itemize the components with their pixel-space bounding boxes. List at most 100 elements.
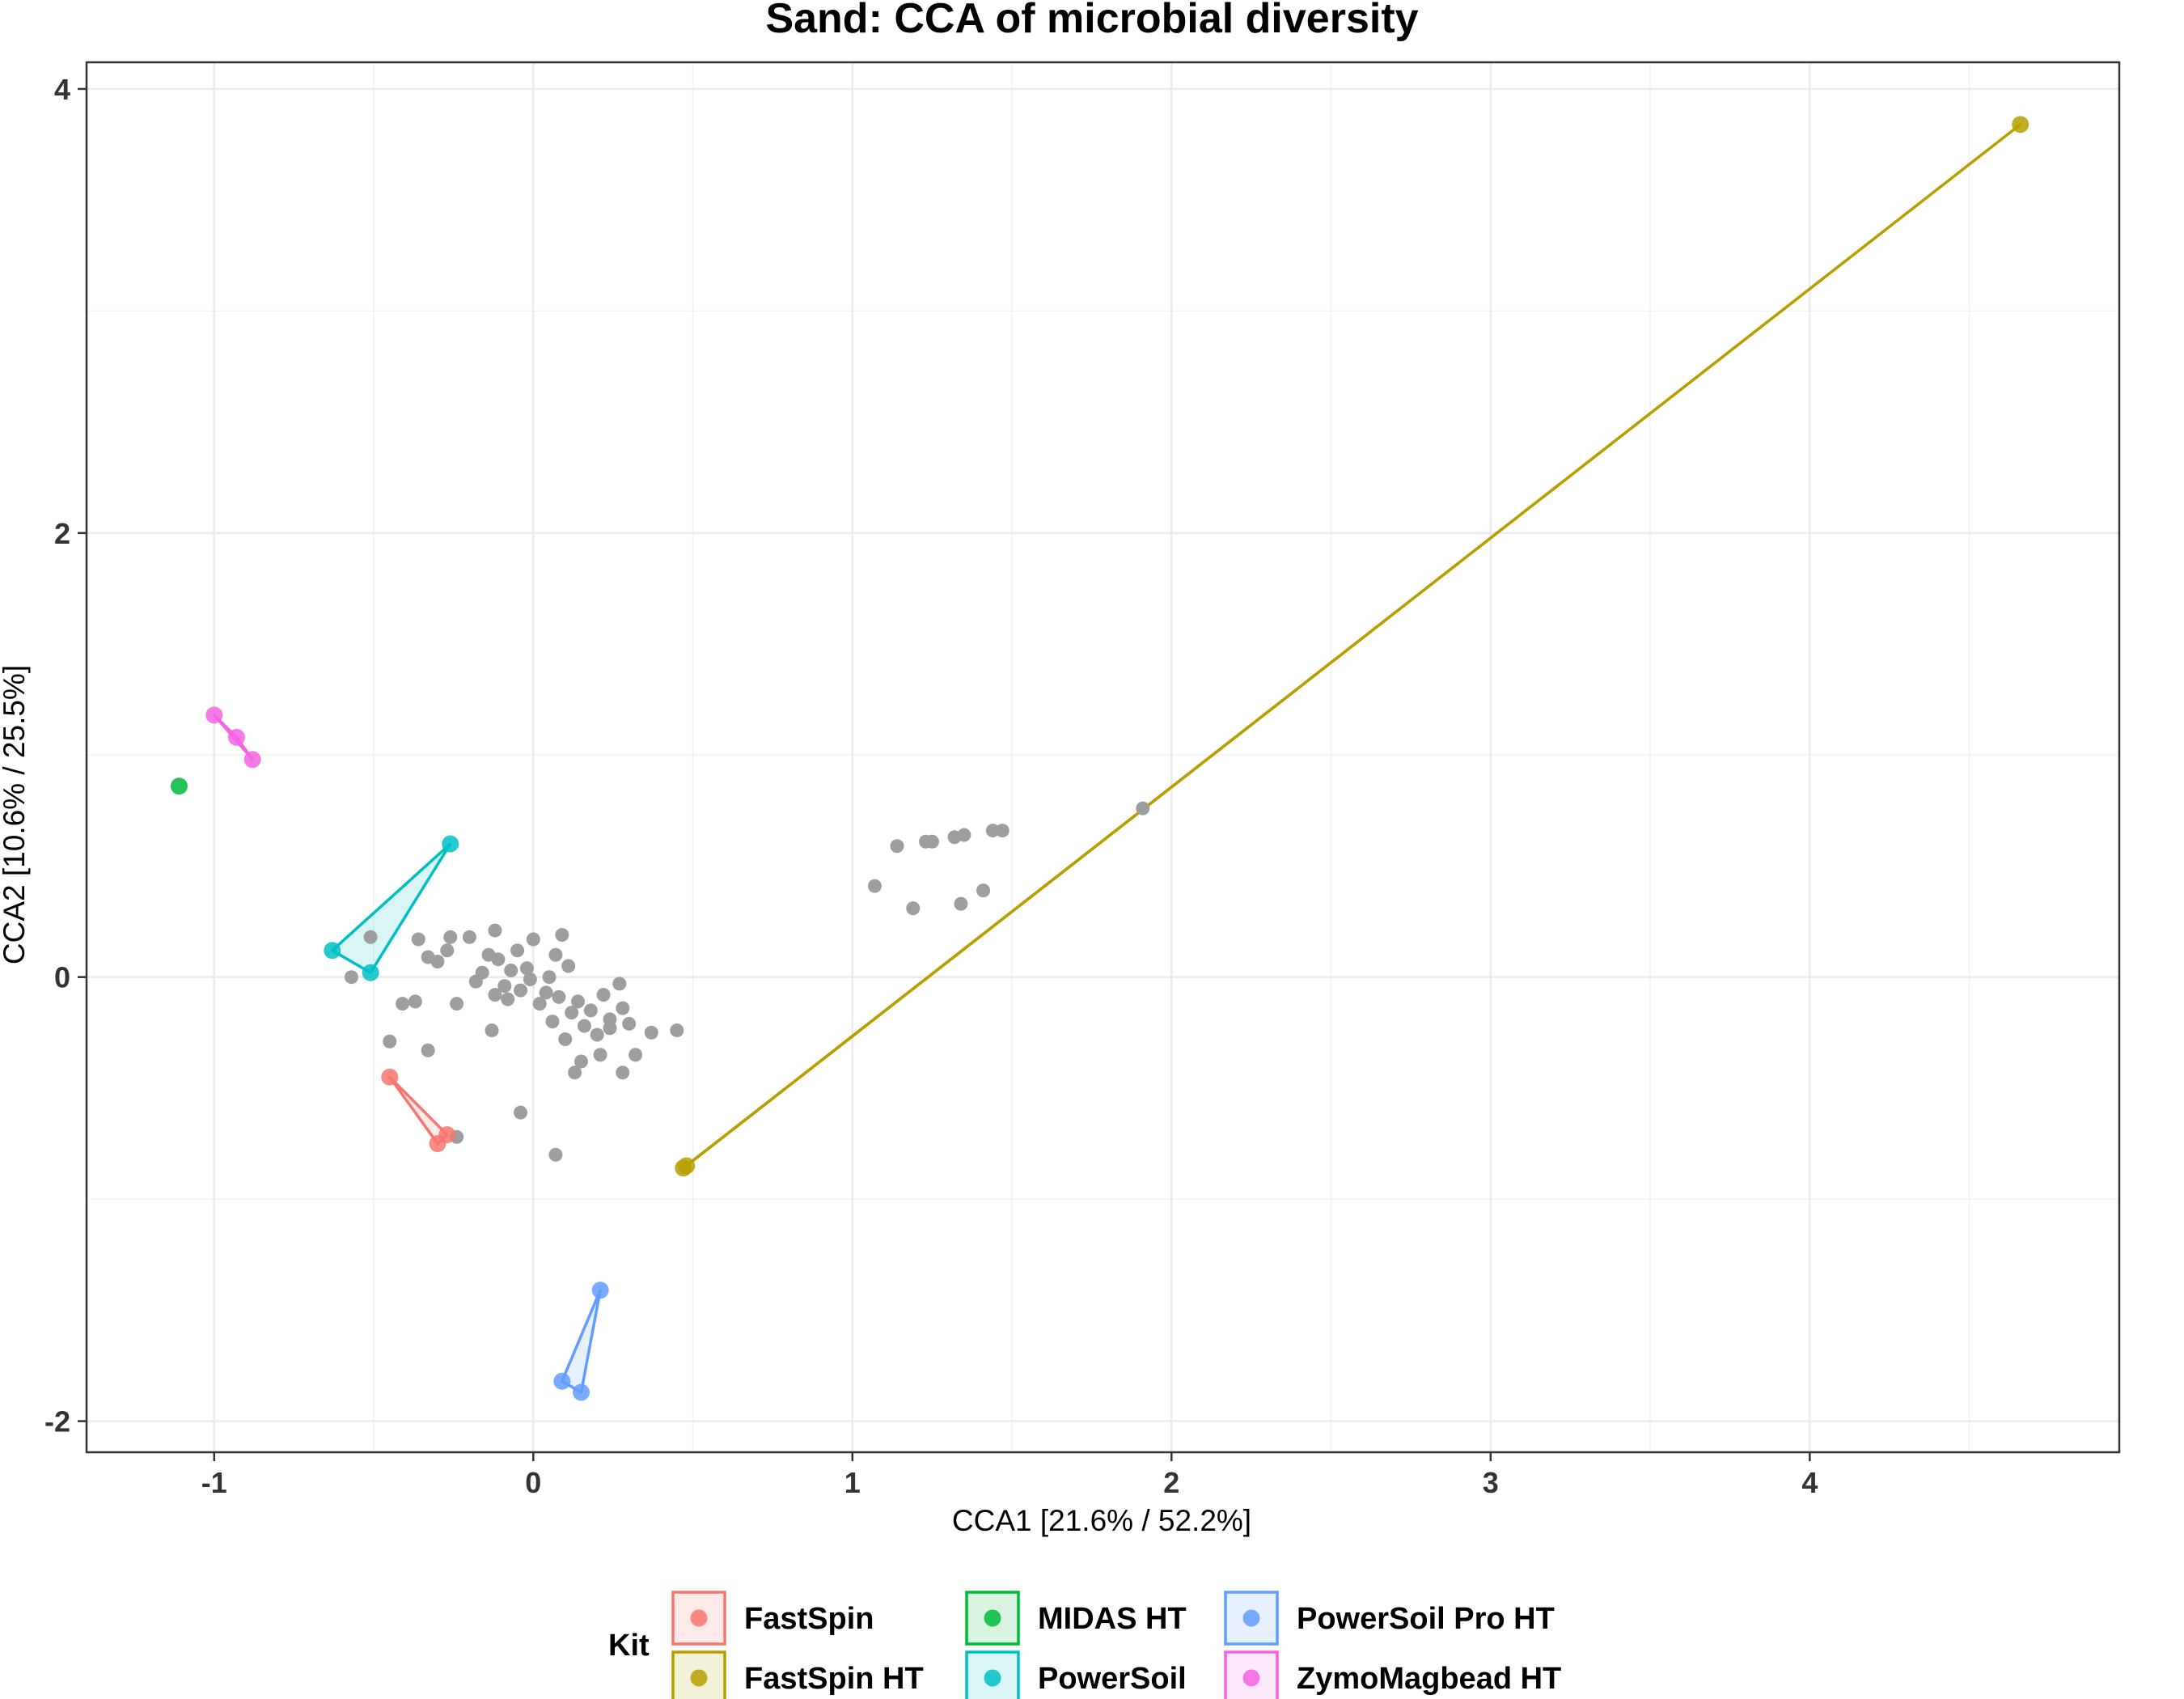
legend-swatch-point [984, 1609, 1001, 1627]
major-gridlines [87, 62, 2119, 1452]
y-tick-label: 0 [54, 961, 70, 994]
species-point [561, 959, 576, 973]
species-point [670, 1023, 684, 1038]
species-points [344, 801, 1150, 1162]
zymomagbead-ht-point [205, 706, 223, 724]
species-point [408, 994, 422, 1009]
legend-swatch-point [690, 1669, 708, 1687]
species-point [558, 1032, 573, 1047]
species-point [593, 1048, 607, 1062]
y-tick-label: 4 [54, 73, 70, 106]
legend-title: Kit [608, 1629, 650, 1663]
y-tick-label: -2 [44, 1405, 70, 1438]
fastspin-ht-point [2012, 116, 2030, 133]
y-axis-label: CCA2 [10.6% / 25.5%] [0, 665, 31, 964]
species-point [603, 1012, 617, 1027]
powersoil-point [362, 964, 379, 981]
powersoil-hull [331, 842, 452, 974]
legend-label-powersoil-pro-ht: PowerSoil Pro HT [1297, 1602, 1555, 1636]
species-point [995, 824, 1009, 838]
species-point [481, 947, 496, 962]
species-point [985, 824, 1000, 838]
legend-swatch-point [1242, 1609, 1260, 1627]
species-point [925, 834, 939, 849]
species-point [383, 1034, 397, 1049]
species-point [568, 1066, 582, 1080]
species-point [577, 1019, 591, 1033]
legend-label-fastspin: FastSpin [744, 1602, 874, 1636]
species-point [526, 932, 540, 947]
species-point [867, 879, 882, 893]
legend-key-fastspin-ht [671, 1650, 726, 1699]
species-point [539, 985, 553, 1000]
species-point [629, 1048, 643, 1062]
species-point [548, 1147, 563, 1162]
species-point [523, 972, 537, 986]
species-point [957, 828, 971, 842]
species-point [622, 1016, 637, 1031]
species-point [565, 1006, 579, 1020]
species-point [396, 997, 410, 1011]
x-tick-label: 2 [1163, 1466, 1179, 1499]
species-point [574, 1054, 588, 1069]
species-point [488, 988, 502, 1002]
species-point [616, 1001, 630, 1015]
powersoil-point [324, 942, 341, 960]
species-point [430, 954, 445, 968]
species-point [440, 943, 455, 958]
species-point [501, 992, 515, 1006]
fastspin-ht-point [678, 1157, 696, 1175]
species-point [421, 1043, 435, 1057]
legend-key-zymomagbead-ht [1224, 1650, 1279, 1699]
legend-key-powersoil [965, 1650, 1020, 1699]
midas-ht-point [170, 777, 188, 795]
x-tick-label: 3 [1483, 1466, 1499, 1499]
sample-points [170, 116, 2030, 1401]
species-point [548, 947, 563, 962]
species-point [462, 930, 476, 944]
sample-hulls [213, 123, 2022, 1394]
species-point [488, 923, 502, 938]
species-point [555, 928, 569, 943]
fastspin-hull [388, 1075, 449, 1146]
minor-gridlines [87, 62, 2119, 1452]
species-point [514, 1105, 528, 1120]
species-point [514, 983, 528, 998]
powersoil-pro-ht-point [553, 1372, 571, 1390]
zymomagbead-ht-point [227, 728, 245, 746]
species-point [976, 883, 991, 898]
legend-swatch-point [984, 1669, 1001, 1687]
legend-label-powersoil: PowerSoil [1038, 1662, 1187, 1696]
species-point [504, 963, 518, 977]
species-point [1136, 801, 1150, 816]
species-point [542, 970, 557, 985]
legend-label-midas-ht: MIDAS HT [1038, 1602, 1187, 1636]
legend-key-powersoil-pro-ht [1224, 1591, 1279, 1646]
species-point [552, 989, 566, 1004]
legend-key-fastspin [671, 1591, 726, 1646]
species-point [590, 1027, 604, 1042]
x-tick-label: 1 [844, 1466, 861, 1499]
x-tick-label: -1 [201, 1466, 227, 1499]
chart-title: Sand: CCA of microbial diversity [765, 0, 1418, 42]
species-point [616, 1066, 630, 1080]
legend-swatch-point [690, 1609, 708, 1627]
zymomagbead-ht-point [243, 751, 261, 769]
species-point [596, 988, 611, 1002]
species-point [545, 1015, 560, 1029]
fastspin-point [429, 1135, 447, 1153]
species-point [485, 1023, 499, 1038]
legend: Kit FastSpin FastSpin HT MIDAS HT PowerSoil… [608, 1591, 1561, 1699]
powersoil-pro-ht-point [572, 1383, 590, 1401]
axis-ticks: -1 0 1 2 3 4 -2 0 2 4 [44, 73, 1818, 1499]
fastspin-point [381, 1068, 399, 1086]
species-point [450, 997, 464, 1011]
species-point [411, 932, 425, 947]
species-point [468, 974, 483, 989]
species-point [612, 977, 627, 991]
y-tick-label: 2 [54, 517, 70, 550]
legend-label-zymomagbead-ht: ZymoMagbead HT [1297, 1662, 1561, 1696]
species-point [571, 994, 586, 1009]
powersoil-pro-ht-point [591, 1282, 609, 1299]
